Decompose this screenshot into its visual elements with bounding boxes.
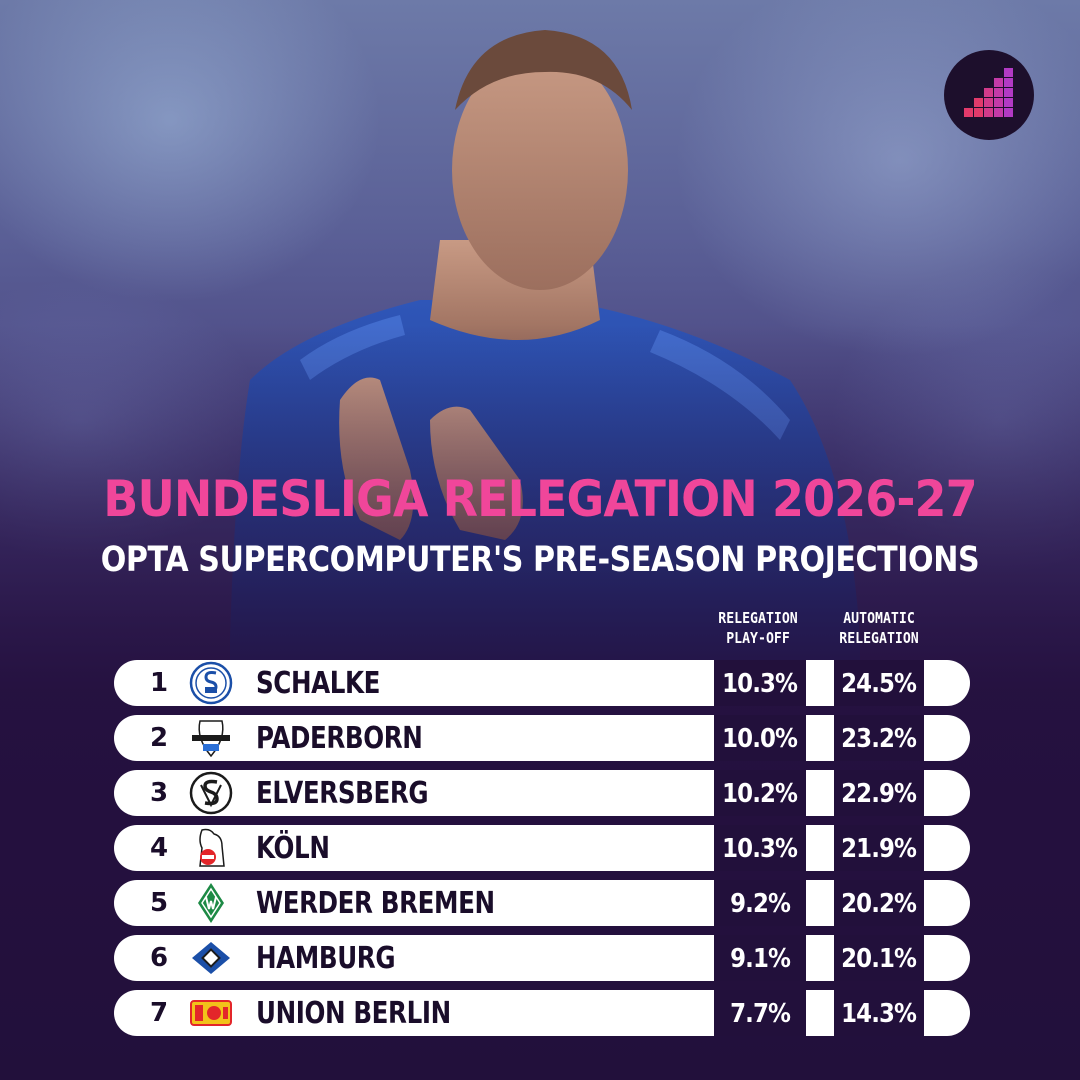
schalke-crest-icon <box>188 661 234 705</box>
page-title: BUNDESLIGA RELEGATION 2026-27 <box>103 470 977 528</box>
automatic-probability: 21.9% <box>834 825 924 871</box>
table-row: 4 KÖLN 10.3% 21.9% <box>114 825 970 871</box>
playoff-probability: 7.7% <box>714 990 806 1036</box>
table-row: 1 SCHALKE 10.3% 24.5% <box>114 660 970 706</box>
table-row: 3 ELVERSBERG 10.2% 22.9% <box>114 770 970 816</box>
team-name: UNION BERLIN <box>256 996 451 1031</box>
brand-logo <box>944 50 1034 140</box>
rank: 7 <box>149 998 169 1028</box>
rank: 4 <box>149 833 169 863</box>
page-subtitle: OPTA SUPERCOMPUTER'S PRE-SEASON PROJECTI… <box>100 540 980 580</box>
column-header-automatic-line1: AUTOMATIC <box>843 609 915 627</box>
automatic-value: 14.3% <box>841 999 918 1029</box>
hamburg-crest-icon <box>188 936 234 980</box>
playoff-probability: 9.1% <box>714 935 806 981</box>
table-row: 7 UNION BERLIN 7.7% 14.3% <box>114 990 970 1036</box>
team-name: KÖLN <box>256 831 330 866</box>
table-row: 2 PADERBORN 10.0% 23.2% <box>114 715 970 761</box>
automatic-value: 24.5% <box>841 669 918 699</box>
column-header-playoff: RELEGATION PLAY-OFF <box>705 608 811 648</box>
playoff-value: 10.3% <box>722 834 799 864</box>
automatic-probability: 24.5% <box>834 660 924 706</box>
automatic-value: 20.1% <box>841 944 918 974</box>
projection-table: 1 SCHALKE 10.3% 24.5% 2 PADERBORN 10.0% … <box>114 660 970 1045</box>
rank: 5 <box>149 888 169 918</box>
automatic-value: 20.2% <box>841 889 918 919</box>
playoff-value: 10.0% <box>722 724 799 754</box>
table-row: 6 HAMBURG 9.1% 20.1% <box>114 935 970 981</box>
team-name: SCHALKE <box>256 666 381 701</box>
automatic-value: 22.9% <box>841 779 918 809</box>
automatic-probability: 23.2% <box>834 715 924 761</box>
playoff-probability: 10.3% <box>714 825 806 871</box>
column-header-automatic-line2: RELEGATION <box>839 629 919 647</box>
automatic-probability: 20.1% <box>834 935 924 981</box>
team-name: ELVERSBERG <box>256 776 429 811</box>
bar-steps-icon <box>964 68 1013 117</box>
team-name: HAMBURG <box>256 941 396 976</box>
rank: 2 <box>149 723 169 753</box>
werder-bremen-crest-icon <box>188 881 234 925</box>
automatic-value: 23.2% <box>841 724 918 754</box>
playoff-probability: 9.2% <box>714 880 806 926</box>
rank: 3 <box>149 778 169 808</box>
elversberg-crest-icon <box>188 771 234 815</box>
rank: 6 <box>149 943 169 973</box>
koln-crest-icon <box>188 826 234 870</box>
playoff-probability: 10.2% <box>714 770 806 816</box>
automatic-probability: 20.2% <box>834 880 924 926</box>
paderborn-crest-icon <box>188 716 234 760</box>
playoff-probability: 10.3% <box>714 660 806 706</box>
rank: 1 <box>149 668 169 698</box>
playoff-probability: 10.0% <box>714 715 806 761</box>
playoff-value: 7.7% <box>730 999 791 1029</box>
automatic-probability: 14.3% <box>834 990 924 1036</box>
team-name: PADERBORN <box>256 721 423 756</box>
automatic-probability: 22.9% <box>834 770 924 816</box>
playoff-value: 10.3% <box>722 669 799 699</box>
playoff-value: 10.2% <box>722 779 799 809</box>
union-berlin-crest-icon <box>188 991 234 1035</box>
playoff-value: 9.2% <box>730 889 791 919</box>
automatic-value: 21.9% <box>841 834 918 864</box>
column-header-playoff-line2: PLAY-OFF <box>726 629 790 647</box>
column-header-playoff-line1: RELEGATION <box>718 609 798 627</box>
column-header-automatic: AUTOMATIC RELEGATION <box>826 608 932 648</box>
team-name: WERDER BREMEN <box>256 886 495 921</box>
table-row: 5 WERDER BREMEN 9.2% 20.2% <box>114 880 970 926</box>
playoff-value: 9.1% <box>730 944 791 974</box>
